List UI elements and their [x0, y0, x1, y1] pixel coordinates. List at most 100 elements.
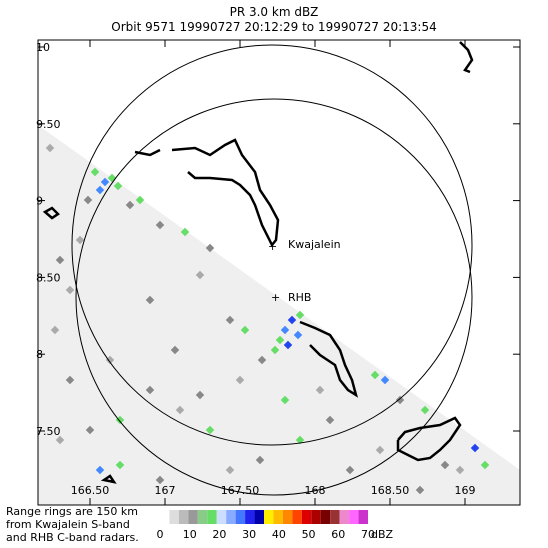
colorbar-swatch	[264, 510, 274, 524]
colorbar-swatch	[292, 510, 302, 524]
x-tick-label: 167	[155, 484, 176, 497]
echo-pixel	[65, 285, 75, 295]
note: from Kwajalein S-band	[6, 518, 130, 531]
echo-pixel	[415, 485, 425, 495]
colorbar-swatch	[320, 510, 331, 524]
echo-pixel	[283, 340, 293, 350]
echo-pixel	[315, 385, 325, 395]
echo-pixel	[325, 415, 335, 425]
echo-pixel	[113, 181, 123, 191]
echo-pixel	[480, 460, 490, 470]
echo-pixel	[180, 227, 190, 237]
echo-pixel	[345, 465, 355, 475]
echo-pixel	[295, 435, 305, 445]
colorbar-swatch	[197, 510, 208, 524]
echo-pixel	[95, 465, 105, 475]
colorbar-tick-label: 40	[272, 528, 286, 541]
echo-pixel	[45, 143, 55, 153]
colorbar-swatch	[235, 510, 246, 524]
colorbar-tick-label: 30	[242, 528, 256, 541]
colorbar-tick-label: 50	[302, 528, 316, 541]
echo-pixel	[50, 325, 60, 335]
note: and RHB C-band radars.	[6, 531, 139, 544]
echo-pixel	[255, 455, 265, 465]
echo-pixel	[375, 445, 385, 455]
echo-pixel	[295, 310, 305, 320]
echo-pixel	[115, 460, 125, 470]
colorbar-tick-label: 20	[212, 528, 226, 541]
echo-pixel	[225, 315, 235, 325]
echo-pixel	[75, 235, 85, 245]
y-tick-label: 9	[36, 195, 43, 208]
range-ring	[75, 98, 473, 496]
echo-pixel	[205, 243, 215, 253]
colorbar-tick-label: 60	[331, 528, 345, 541]
x-tick-label: 169	[455, 484, 476, 497]
echo-pixel	[455, 465, 465, 475]
colorbar-swatch	[358, 510, 368, 524]
echo-pixel	[90, 167, 100, 177]
echo-pixel	[55, 255, 65, 265]
echo-pixel	[195, 270, 205, 280]
echo-pixel	[83, 195, 93, 205]
x-tick-label: 166.50	[71, 484, 110, 497]
y-tick-label: 8.50	[36, 271, 61, 284]
echo-pixel	[235, 375, 245, 385]
map-frame	[37, 39, 521, 506]
place-label: RHB	[288, 291, 311, 304]
colorbar-swatch	[245, 510, 255, 524]
colorbar-tick-label: 70	[361, 528, 375, 541]
echo-pixel	[85, 425, 95, 435]
echo-pixel	[287, 315, 297, 325]
echo-pixel	[145, 385, 155, 395]
x-tick-label: 168	[305, 484, 326, 497]
echo-pixel	[55, 435, 65, 445]
echo-pixel	[115, 415, 125, 425]
echo-pixel	[95, 185, 105, 195]
echo-pixel	[280, 325, 290, 335]
site-marker: +	[271, 291, 280, 304]
colorbar-swatch	[169, 510, 179, 524]
colorbar-swatch	[311, 510, 321, 524]
echo-pixel	[100, 177, 110, 187]
echo-pixel	[105, 355, 115, 365]
echo-pixel	[65, 375, 75, 385]
ticks: 166.50 167 167.50 168 168.50 169 10 9.50 9 8.50 8 7…	[36, 40, 520, 505]
echo-pixel	[175, 405, 185, 415]
subtitle: Orbit 9571 19990727 20:12:29 to 19990727…	[111, 20, 436, 34]
colorbar-swatch	[301, 510, 312, 524]
site-marker: +	[268, 240, 277, 253]
y-tick-label: 9.50	[36, 118, 61, 131]
colorbar-swatch	[160, 510, 170, 524]
y-tick-label: 7.50	[36, 425, 61, 438]
echo-pixel	[470, 443, 480, 453]
colorbar-tick-label: 0	[157, 528, 164, 541]
map-area	[38, 41, 520, 505]
title: PR 3.0 km dBZ	[230, 5, 319, 19]
x-tick-label: 168.50	[371, 484, 410, 497]
echo-pixel	[155, 220, 165, 230]
colorbar-swatch	[330, 510, 340, 524]
y-tick-label: 10	[36, 41, 50, 54]
colorbar-tick-label: 10	[183, 528, 197, 541]
echo-layer	[45, 143, 490, 495]
echo-pixel	[440, 460, 450, 470]
swath	[38, 125, 520, 505]
echo-pixel	[240, 325, 250, 335]
islands	[42, 41, 474, 484]
colorbar-swatch	[207, 510, 217, 524]
colorbar-swatch	[216, 510, 227, 524]
colorbar-swatch	[273, 510, 283, 524]
echo-pixel	[420, 405, 430, 415]
place-label: Kwajalein	[288, 238, 341, 251]
echo-pixel	[170, 345, 180, 355]
echo-pixel	[195, 390, 205, 400]
echo-pixel	[275, 335, 285, 345]
echo-pixel	[380, 375, 390, 385]
colorbar-swatch	[282, 510, 293, 524]
colorbar-swatch	[349, 510, 359, 524]
echo-pixel	[145, 295, 155, 305]
colorbar-unit: dBZ	[371, 528, 394, 541]
echo-pixel	[280, 395, 290, 405]
